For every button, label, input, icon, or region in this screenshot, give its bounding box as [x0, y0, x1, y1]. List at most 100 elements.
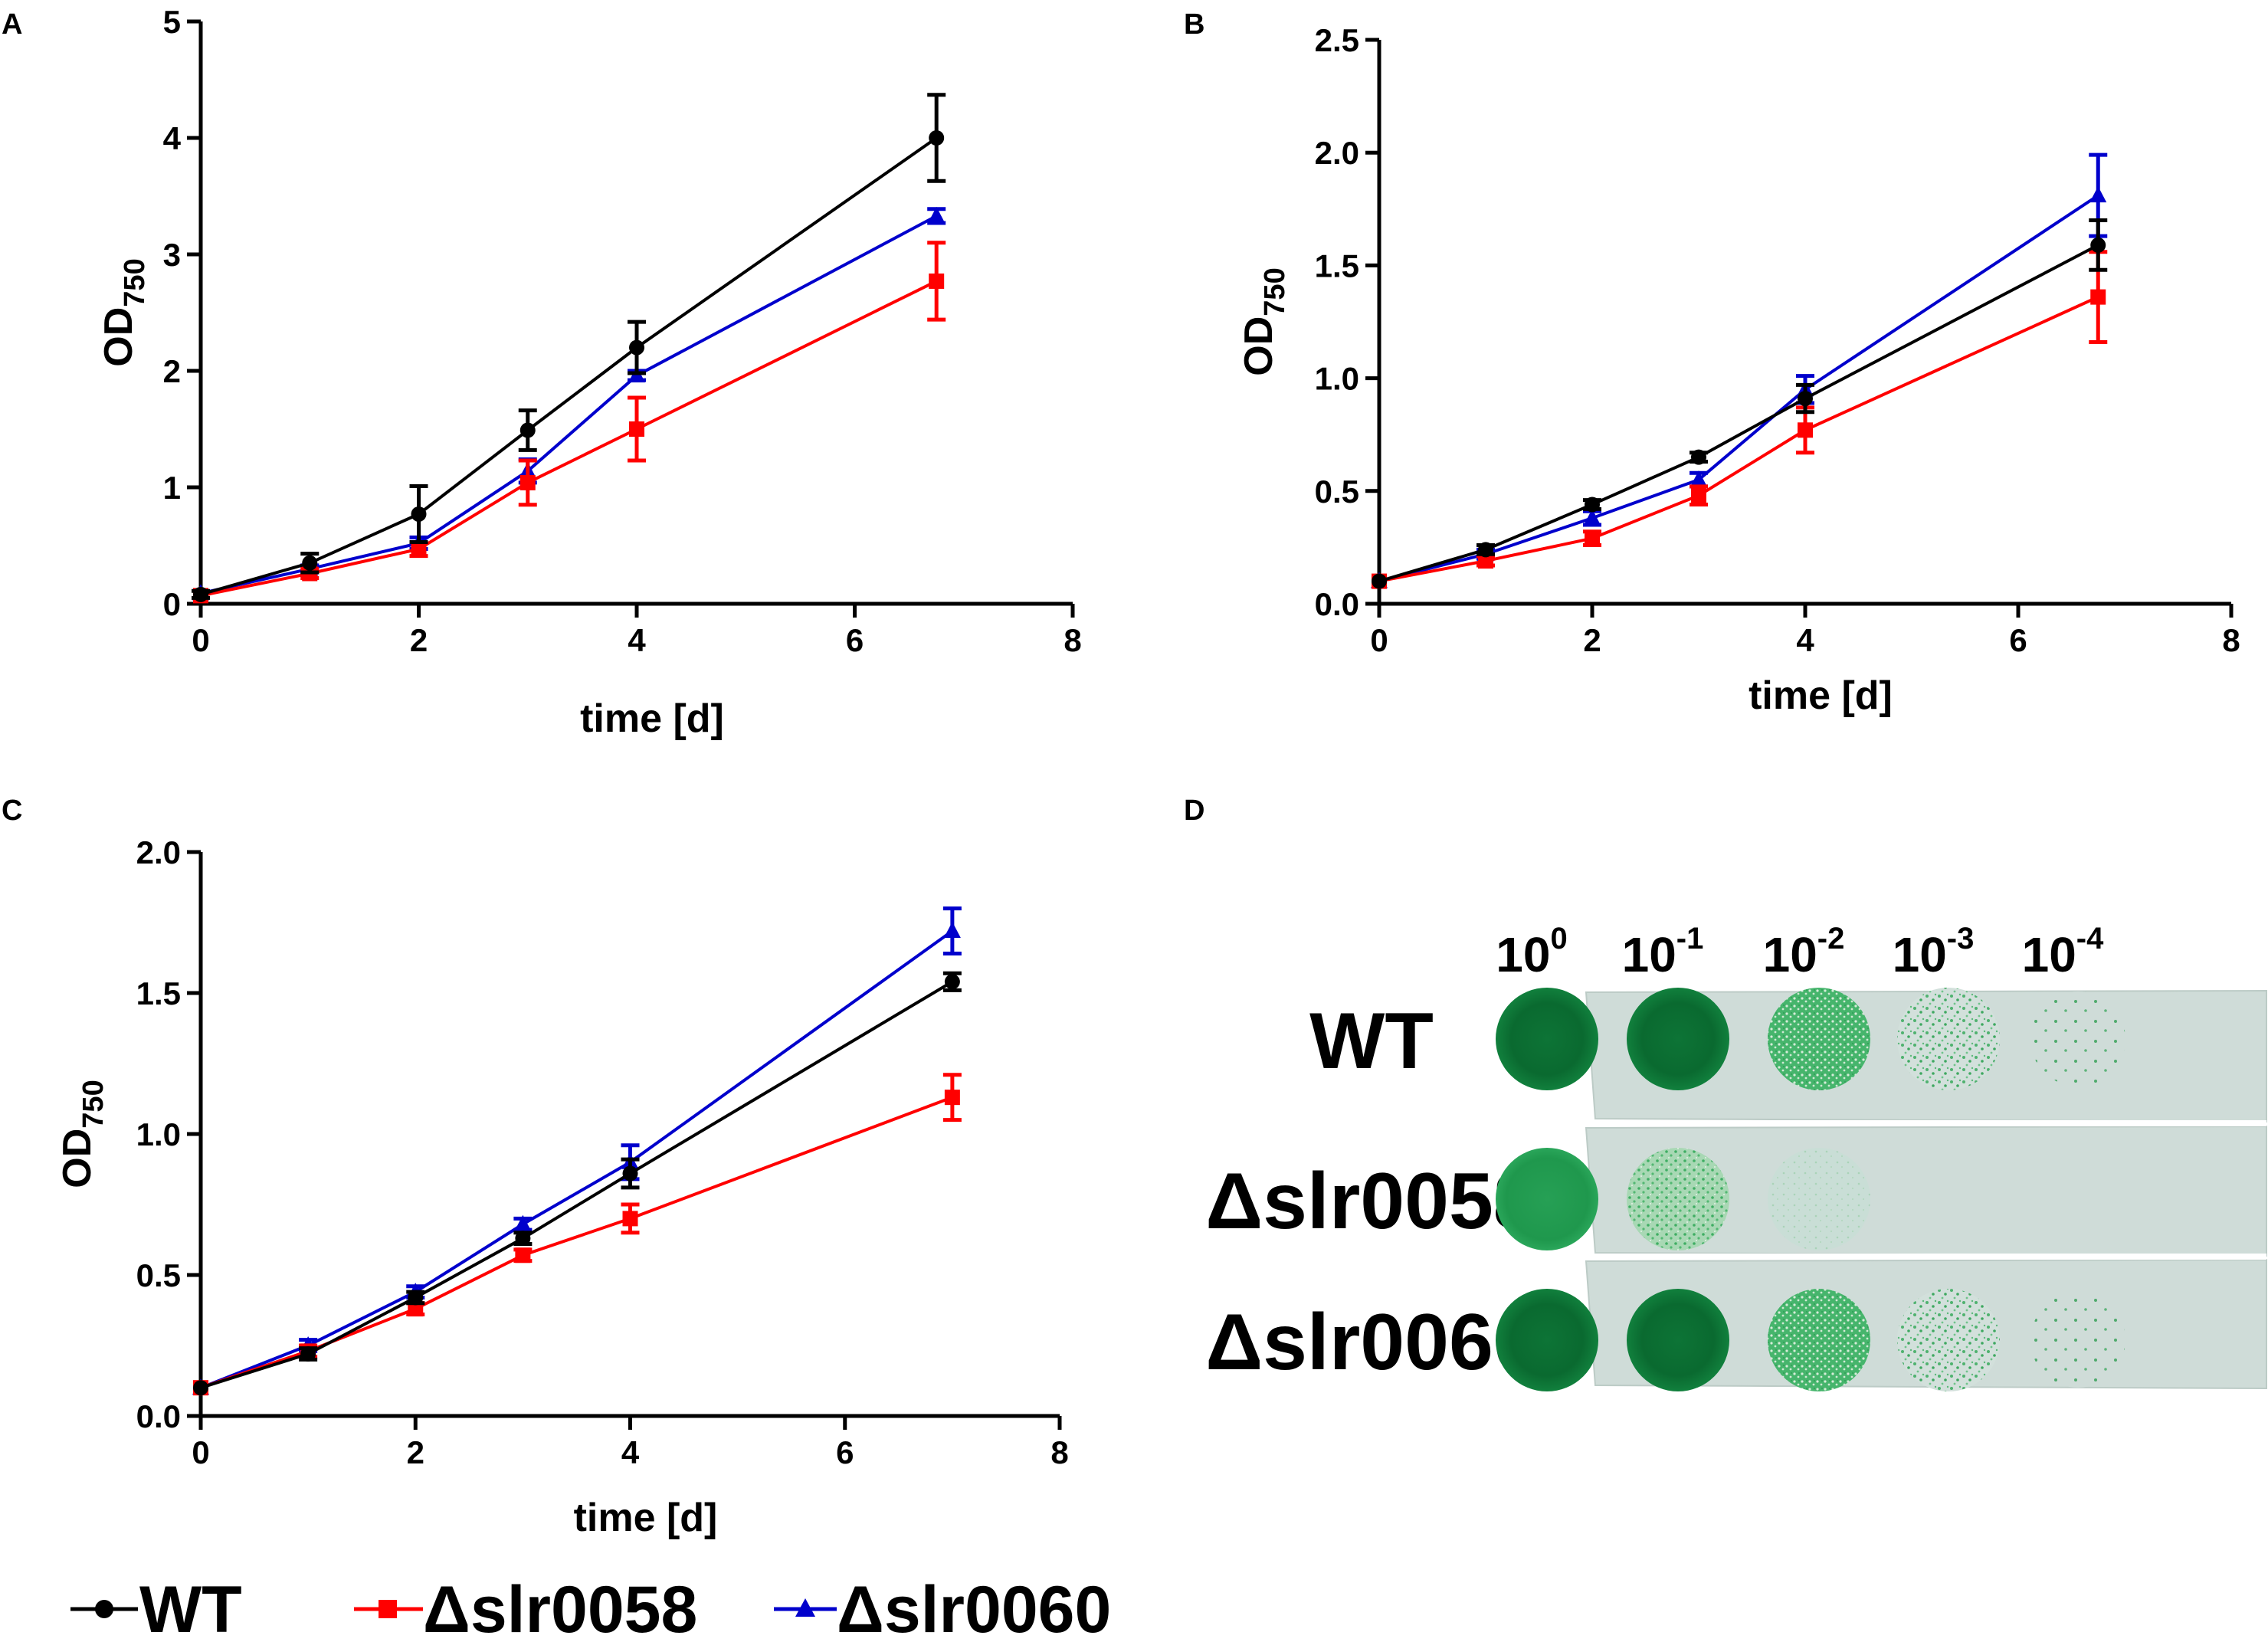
dilution-label: 10-3 [1893, 922, 1975, 982]
panel-b-xtick-label: 0 [1370, 622, 1388, 658]
spot-dense [1627, 1289, 1729, 1391]
panel-b-series-WT-point [1372, 573, 1387, 589]
panel-a-series-WT-line [200, 136, 938, 596]
panel-a-ytick-label: 5 [163, 4, 181, 40]
panel-c-xtick-label: 6 [836, 1434, 854, 1470]
panel-c-series-slr0060-point [943, 922, 961, 939]
panel-c-ytick-label: 2.0 [136, 834, 181, 870]
panel-a-series-WT-point [929, 130, 945, 146]
panel-c-xtick-label: 0 [192, 1434, 209, 1470]
panel-b-ytick-label: 2.0 [1315, 135, 1359, 171]
panel-b-ytick-label: 0.0 [1315, 586, 1359, 622]
dilution-label: 10-2 [1763, 922, 1845, 982]
panel-b-x-axis-label: time [d] [1749, 674, 1893, 718]
panel-a-ytick-label: 4 [163, 120, 182, 156]
panel-a-ytick-label: 2 [163, 353, 181, 389]
panel-c-series-WT-line [200, 980, 953, 1390]
panel-c-series-slr0060-line [200, 929, 954, 1390]
legend-slr0058-marker [379, 1600, 397, 1618]
panel-c-y-axis-label: OD750 [55, 1080, 110, 1188]
panel-b-xtick-label: 6 [2009, 622, 2027, 658]
spot-dense [1496, 1289, 1598, 1391]
panel-c-ytick-label: 1.0 [136, 1116, 181, 1152]
panel-b-ytick-label: 2.5 [1315, 22, 1359, 58]
spot-dense [1627, 988, 1729, 1090]
panel-b-series-slr0058-line [1378, 295, 2099, 583]
panel-a-y-axis-label-main: OD [97, 307, 141, 367]
panel-b-series-slr0060-point [1584, 509, 1601, 526]
dilution-label: 10-4 [2022, 922, 2105, 982]
panel-a-series-WT-point [519, 422, 536, 438]
panel-b-xtick-label: 2 [1583, 622, 1601, 658]
panel-c-y-axis-label-sub: 750 [77, 1080, 110, 1128]
panel-a-ytick-label: 1 [163, 470, 181, 506]
panel-a-series-slr0058-line [200, 280, 938, 598]
panel-c-series-slr0058-point [515, 1247, 531, 1263]
panel-a-chart: 0 1 2 3 4 5 0 2 4 6 8 time [d] OD750 [97, 4, 1082, 741]
panel-a-letter: A [2, 8, 22, 41]
panel-b-series-WT-point [1478, 542, 1493, 558]
panel-a-ytick-label: 3 [163, 237, 181, 273]
panel-c-chart: 0.0 0.5 1.0 1.5 2.0 0 2 4 6 8 time [d] OD750 [55, 834, 1069, 1540]
panel-b-series-slr0060-point [2089, 186, 2107, 203]
spot-dense-light [1496, 1148, 1598, 1250]
panel-c-ytick-label: 0.5 [136, 1257, 181, 1293]
dilution-base: 10 [1622, 927, 1676, 982]
panel-c-ytick-label: 0.0 [136, 1398, 181, 1434]
panel-a-y-axis-label-sub: 750 [119, 258, 151, 306]
panel-c-series-WT-point [193, 1380, 208, 1396]
panel-c-series-slr0058-point [622, 1211, 638, 1227]
panel-b-series-WT-point [1798, 391, 1813, 407]
panel-a-xtick-label: 6 [846, 622, 864, 658]
panel-c-series-slr0058-line [200, 1096, 953, 1390]
panel-b-series-slr0058-point [2090, 289, 2106, 305]
panel-a-series-slr0060-line [200, 215, 938, 595]
panel-b-series-WT-line [1378, 244, 2099, 583]
panel-a-xtick-label: 8 [1064, 622, 1081, 658]
panel-a-series-WT-point [411, 506, 427, 522]
row-label: WT [1309, 997, 1434, 1086]
dilution-exponent: -3 [1947, 922, 1975, 955]
panel-b-series-slr0058-point [1585, 530, 1600, 546]
panel-a-series-slr0060-point [928, 206, 946, 223]
panel-b-xtick-label: 4 [1796, 622, 1814, 658]
panel-a-y-axis-label: OD750 [97, 258, 151, 366]
legend-wt-label: WT [139, 1573, 242, 1642]
panel-b-series-WT-point [1691, 449, 1706, 465]
spot-dense [1496, 988, 1598, 1090]
panel-b-series-slr0058-point [1478, 553, 1493, 569]
panel-a-x-axis-label: time [d] [580, 696, 724, 741]
panel-b-ytick-label: 1.0 [1315, 361, 1359, 397]
dilution-base: 10 [1763, 927, 1817, 982]
spot-faint [1768, 1148, 1870, 1250]
panel-c-xtick-label: 2 [407, 1434, 424, 1470]
legend-slr0058-label: Δslr0058 [423, 1573, 697, 1642]
panel-b-series-WT-point [1585, 497, 1600, 513]
panel-a-series-WT-point [193, 586, 208, 602]
panel-b-y-axis-label-sub: 750 [1259, 267, 1291, 316]
spot-sparse [1897, 1289, 2000, 1391]
panel-b-series-slr0060-line [1378, 194, 2099, 583]
panel-a-ytick-label: 0 [163, 586, 181, 622]
panel-a-xtick-label: 4 [628, 622, 646, 658]
spot-sparse [1897, 988, 2000, 1090]
panel-b-series-WT-point [2090, 237, 2106, 253]
panel-b-series-slr0060-point [1690, 470, 1707, 487]
panel-b-ytick-label: 1.5 [1315, 247, 1359, 283]
panel-c-series-WT-point [622, 1165, 638, 1182]
panel-c-ytick-label: 1.5 [136, 975, 181, 1011]
panel-a-series-WT-point [302, 555, 318, 571]
panel-c-series-slr0058-point [944, 1090, 960, 1106]
dilution-label: 10-1 [1622, 922, 1704, 982]
panel-a-series-slr0058-point [929, 273, 945, 289]
dilution-base: 10 [2022, 927, 2076, 982]
panel-c-series-slr0060-point [514, 1214, 532, 1231]
panel-b-xtick-label: 8 [2222, 622, 2240, 658]
legend-slr0060-label: Δslr0060 [837, 1573, 1111, 1642]
spot-very-sparse [2030, 991, 2125, 1086]
legend-wt-marker [95, 1600, 113, 1618]
panel-b-y-axis-label-main: OD [1237, 316, 1281, 376]
panel-a-xtick-label: 0 [192, 622, 209, 658]
spot-grainy [1768, 988, 1870, 1090]
